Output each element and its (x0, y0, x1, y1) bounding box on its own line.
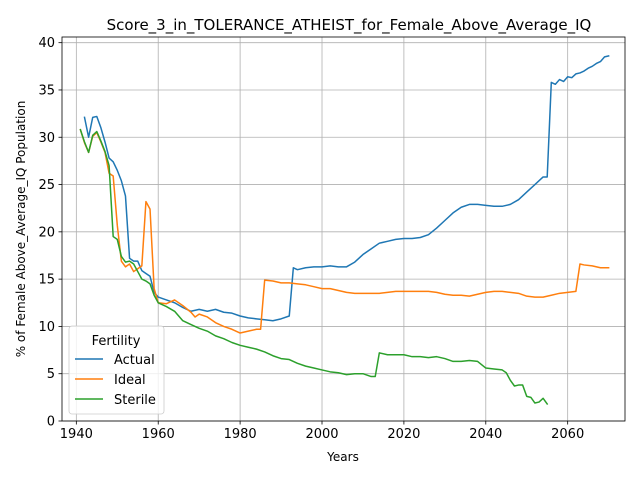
legend-label-actual: Actual (114, 353, 155, 368)
x-tick-label: 1980 (224, 427, 257, 442)
y-tick-label: 0 (47, 415, 55, 430)
chart-title: Score_3_in_TOLERANCE_ATHEIST_for_Female_… (107, 16, 592, 35)
y-tick-label: 40 (38, 36, 55, 51)
y-tick-label: 10 (38, 320, 55, 335)
y-axis-label: % of Female Above_Average_IQ Population (14, 101, 28, 358)
series-lines (79, 55, 610, 406)
series-line-ideal (79, 128, 610, 334)
y-tick-label: 25 (38, 178, 55, 193)
y-tick-label: 30 (38, 131, 55, 146)
x-tick-label: 2000 (305, 427, 338, 442)
series-line-sterile (79, 128, 549, 406)
y-tick-label: 35 (38, 83, 55, 98)
legend-box (68, 325, 165, 415)
x-tick-label: 2060 (551, 427, 584, 442)
plot-frame (61, 36, 626, 422)
x-axis-label: Years (326, 450, 359, 464)
x-tick-label: 1940 (60, 427, 93, 442)
legend-title: Fertility (92, 334, 141, 349)
x-tick-label: 2040 (469, 427, 502, 442)
y-tick-label: 20 (38, 225, 55, 240)
y-tick-label: 5 (47, 367, 55, 382)
y-axis-ticks: 0 5 10 15 20 25 30 35 40 (38, 36, 62, 430)
legend-label-ideal: Ideal (114, 373, 146, 388)
legend: Fertility Actual Ideal Sterile (68, 325, 165, 415)
x-tick-label: 2020 (387, 427, 420, 442)
x-axis-ticks: 1940 1960 1980 2000 2020 2040 2060 (60, 421, 584, 442)
legend-items: Actual Ideal Sterile (75, 353, 156, 408)
y-tick-label: 15 (38, 273, 55, 288)
legend-label-sterile: Sterile (114, 393, 156, 408)
x-tick-label: 1960 (142, 427, 175, 442)
